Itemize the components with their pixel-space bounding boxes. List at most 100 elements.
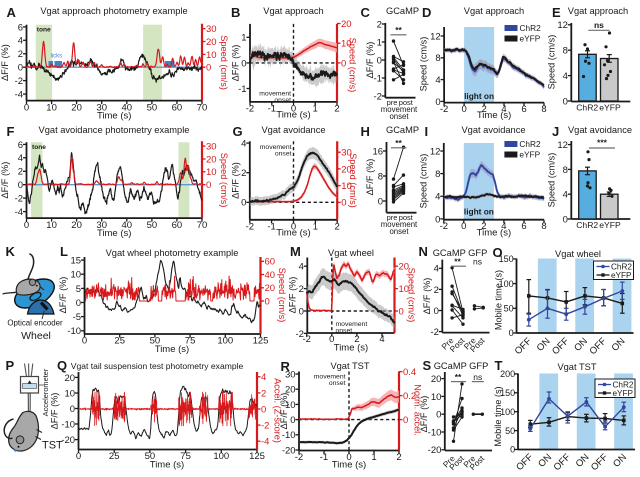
svg-text:Vgat wheel photometry example: Vgat wheel photometry example	[106, 248, 239, 258]
svg-text:S: S	[423, 358, 432, 373]
svg-text:onset: onset	[329, 380, 346, 387]
svg-text:60: 60	[172, 220, 183, 231]
svg-text:4: 4	[261, 372, 266, 383]
svg-text:15: 15	[71, 255, 82, 266]
svg-text:60: 60	[265, 257, 276, 268]
svg-text:ΔF/F (%): ΔF/F (%)	[0, 44, 10, 81]
svg-text:licks: licks	[51, 54, 63, 60]
svg-text:onset: onset	[274, 97, 291, 104]
svg-text:Vgat wheel: Vgat wheel	[555, 249, 601, 259]
svg-text:GCaMP GFP: GCaMP GFP	[434, 361, 489, 371]
svg-text:Speed (cm/s): Speed (cm/s)	[547, 153, 557, 208]
svg-text:-2: -2	[302, 334, 310, 345]
svg-text:4: 4	[563, 190, 568, 201]
svg-text:Time (s): Time (s)	[150, 460, 184, 471]
svg-text:20: 20	[265, 283, 276, 294]
svg-text:Speed (cm/s): Speed (cm/s)	[407, 268, 417, 323]
svg-text:30: 30	[206, 24, 217, 35]
svg-text:Vgat TST: Vgat TST	[330, 361, 369, 371]
svg-text:125: 125	[249, 451, 265, 462]
svg-text:-4: -4	[15, 207, 23, 218]
svg-text:10: 10	[431, 392, 442, 403]
svg-text:K: K	[6, 244, 16, 259]
svg-text:8: 8	[541, 104, 546, 115]
svg-text:ΔF/F (%): ΔF/F (%)	[50, 393, 60, 430]
svg-text:0: 0	[76, 451, 81, 462]
svg-text:I: I	[425, 124, 429, 139]
svg-text:-1: -1	[238, 84, 246, 95]
svg-text:0: 0	[434, 306, 439, 317]
svg-text:Time (s): Time (s)	[276, 110, 310, 121]
svg-text:**: **	[454, 257, 461, 267]
svg-text:0: 0	[461, 221, 466, 232]
svg-text:ΔF/F (%): ΔF/F (%)	[365, 159, 375, 196]
svg-text:2: 2	[261, 388, 266, 399]
svg-text:GCaMP: GCaMP	[386, 125, 419, 135]
svg-text:70: 70	[197, 220, 208, 231]
svg-text:B: B	[231, 5, 240, 20]
svg-text:0: 0	[563, 96, 568, 107]
svg-text:2: 2	[434, 285, 439, 296]
svg-text:4: 4	[379, 334, 384, 345]
svg-text:Speed (cm/s): Speed (cm/s)	[419, 154, 429, 209]
svg-text:eYFP: eYFP	[613, 389, 634, 398]
svg-text:4: 4	[241, 139, 246, 150]
svg-text:A: A	[7, 5, 17, 20]
svg-text:eYFP: eYFP	[520, 34, 541, 44]
svg-text:ChR2: ChR2	[576, 220, 598, 230]
svg-text:-20: -20	[428, 445, 442, 456]
svg-text:ΔF/F (%): ΔF/F (%)	[231, 162, 241, 199]
svg-text:0: 0	[299, 306, 304, 317]
svg-text:0: 0	[18, 63, 23, 74]
svg-text:E: E	[552, 5, 561, 20]
svg-text:0: 0	[290, 415, 295, 426]
svg-text:60: 60	[172, 103, 183, 114]
svg-text:Time (s): Time (s)	[477, 227, 511, 238]
svg-text:Speed (cm/s): Speed (cm/s)	[219, 153, 229, 208]
svg-text:1: 1	[313, 221, 318, 232]
svg-text:-10: -10	[428, 427, 442, 438]
svg-text:0: 0	[509, 328, 514, 338]
svg-text:4: 4	[299, 262, 304, 273]
svg-text:-2: -2	[440, 104, 448, 115]
svg-text:0: 0	[261, 404, 266, 415]
svg-text:-1: -1	[320, 452, 328, 463]
svg-text:0: 0	[206, 63, 211, 74]
svg-text:D: D	[422, 5, 431, 20]
svg-text:Speed (cm/s): Speed (cm/s)	[219, 35, 229, 90]
svg-text:0: 0	[377, 55, 382, 66]
svg-text:2: 2	[335, 221, 340, 232]
svg-text:10: 10	[71, 270, 82, 281]
svg-text:Time (s): Time (s)	[334, 343, 368, 354]
svg-text:50: 50	[505, 426, 515, 436]
svg-text:8: 8	[435, 169, 440, 180]
svg-text:Vgat approach photometry examp: Vgat approach photometry example	[40, 6, 187, 16]
svg-text:**: **	[455, 372, 462, 382]
svg-text:Speed (cm/s): Speed (cm/s)	[348, 153, 358, 208]
svg-text:25: 25	[109, 451, 120, 462]
svg-text:light on: light on	[464, 91, 494, 101]
svg-text:20: 20	[431, 374, 442, 385]
svg-text:-4: -4	[261, 437, 269, 448]
svg-text:Vgat approach: Vgat approach	[263, 6, 323, 16]
svg-text:**: **	[395, 138, 402, 148]
svg-text:1: 1	[241, 33, 246, 44]
svg-text:-1: -1	[268, 103, 276, 114]
svg-text:eYFP: eYFP	[519, 150, 540, 160]
svg-text:12: 12	[430, 146, 441, 157]
svg-text:Vgat avoidance: Vgat avoidance	[568, 125, 632, 135]
svg-text:ΔF/F (%): ΔF/F (%)	[422, 278, 432, 315]
svg-text:-2: -2	[246, 103, 254, 114]
svg-text:5: 5	[76, 284, 81, 295]
svg-text:GCaMP: GCaMP	[386, 6, 419, 16]
svg-text:8: 8	[563, 46, 568, 57]
svg-text:10: 10	[46, 103, 57, 114]
svg-text:20: 20	[341, 19, 352, 30]
svg-text:**: **	[395, 25, 402, 35]
svg-text:2: 2	[334, 103, 339, 114]
svg-text:Mobile time (s): Mobile time (s)	[493, 386, 503, 446]
svg-text:20: 20	[65, 373, 76, 384]
svg-text:Time (s): Time (s)	[276, 227, 310, 238]
svg-text:Vgat avoidance: Vgat avoidance	[261, 125, 325, 135]
svg-text:20: 20	[206, 154, 217, 165]
